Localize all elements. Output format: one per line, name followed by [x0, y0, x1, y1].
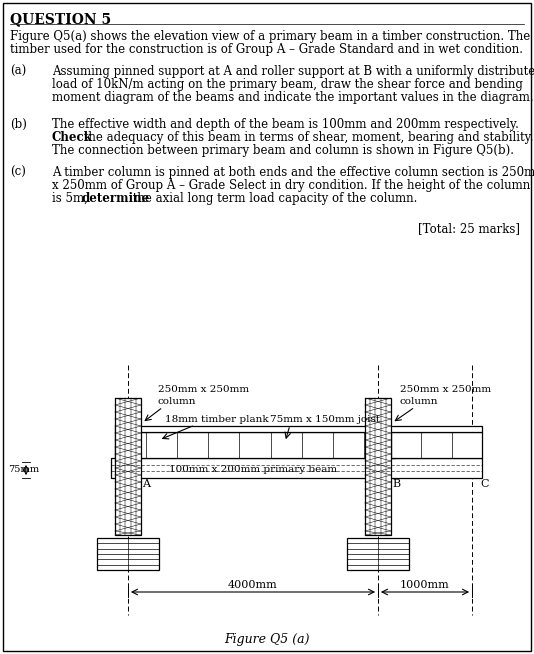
Text: C: C — [480, 479, 489, 489]
Text: timber used for the construction is of Group A – Grade Standard and in wet condi: timber used for the construction is of G… — [10, 43, 523, 56]
Text: 75mm x 150mm joist: 75mm x 150mm joist — [270, 415, 380, 424]
Bar — [115, 398, 141, 535]
Text: the adequacy of this beam in terms of shear, moment, bearing and stability.: the adequacy of this beam in terms of sh… — [80, 131, 533, 144]
Text: x 250mm of Group A – Grade Select in dry condition. If the height of the column: x 250mm of Group A – Grade Select in dry… — [52, 179, 530, 192]
Text: moment diagram of the beams and indicate the important values in the diagram.: moment diagram of the beams and indicate… — [52, 91, 533, 104]
Bar — [97, 538, 159, 570]
Text: (a): (a) — [10, 65, 26, 78]
Text: determine: determine — [82, 192, 150, 205]
Bar — [111, 458, 482, 478]
Text: 250mm x 250mm
column: 250mm x 250mm column — [400, 385, 491, 405]
Text: B: B — [392, 479, 400, 489]
Text: Figure Q5 (a): Figure Q5 (a) — [224, 633, 310, 646]
Text: 75mm: 75mm — [8, 466, 39, 475]
Text: A: A — [142, 479, 150, 489]
Text: The connection between primary beam and column is shown in Figure Q5(b).: The connection between primary beam and … — [52, 144, 514, 157]
Bar — [115, 426, 482, 432]
Text: A timber column is pinned at both ends and the effective column section is 250mm: A timber column is pinned at both ends a… — [52, 166, 534, 179]
Text: Figure Q5(a) shows the elevation view of a primary beam in a timber construction: Figure Q5(a) shows the elevation view of… — [10, 30, 530, 43]
Text: QUESTION 5: QUESTION 5 — [10, 12, 111, 26]
Text: Assuming pinned support at A and roller support at B with a uniformly distribute: Assuming pinned support at A and roller … — [52, 65, 534, 78]
Text: The effective width and depth of the beam is 100mm and 200mm respectively.: The effective width and depth of the bea… — [52, 118, 519, 131]
Text: Check: Check — [52, 131, 93, 144]
Text: 250mm x 250mm
column: 250mm x 250mm column — [158, 385, 249, 405]
Bar — [347, 538, 409, 570]
Text: 1000mm: 1000mm — [400, 580, 450, 590]
Text: (b): (b) — [10, 118, 27, 131]
Text: is 5m,: is 5m, — [52, 192, 92, 205]
Text: the axial long term load capacity of the column.: the axial long term load capacity of the… — [129, 192, 418, 205]
Text: 100mm x 200mm primary beam: 100mm x 200mm primary beam — [169, 466, 337, 475]
Text: (c): (c) — [10, 166, 26, 179]
Text: [Total: 25 marks]: [Total: 25 marks] — [418, 222, 520, 235]
Text: 4000mm: 4000mm — [228, 580, 278, 590]
Text: 18mm timber plank: 18mm timber plank — [165, 415, 269, 424]
Bar — [391, 432, 482, 458]
Bar — [115, 432, 395, 458]
Text: load of 10kN/m acting on the primary beam, draw the shear force and bending: load of 10kN/m acting on the primary bea… — [52, 78, 523, 91]
Bar — [365, 398, 391, 535]
